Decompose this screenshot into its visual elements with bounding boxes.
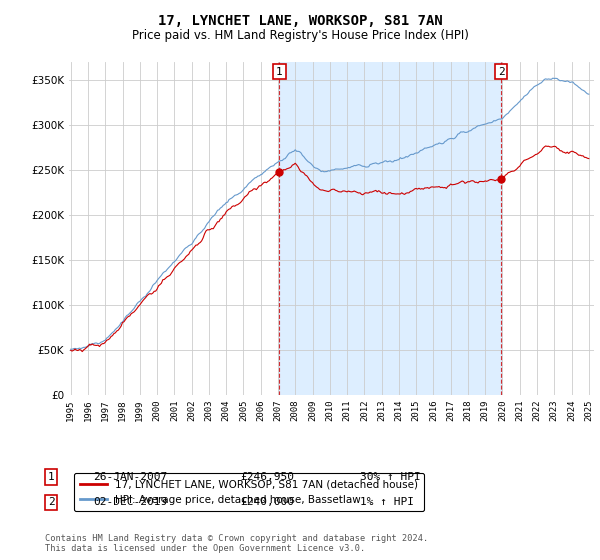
Text: 2: 2 [497, 67, 505, 77]
Legend: 17, LYNCHET LANE, WORKSOP, S81 7AN (detached house), HPI: Average price, detache: 17, LYNCHET LANE, WORKSOP, S81 7AN (deta… [74, 473, 424, 511]
Text: 30% ↑ HPI: 30% ↑ HPI [360, 472, 421, 482]
Text: 1: 1 [47, 472, 55, 482]
Text: 02-DEC-2019: 02-DEC-2019 [93, 497, 167, 507]
Bar [280, 62, 501, 395]
Text: 17, LYNCHET LANE, WORKSOP, S81 7AN: 17, LYNCHET LANE, WORKSOP, S81 7AN [158, 14, 442, 28]
Text: Price paid vs. HM Land Registry's House Price Index (HPI): Price paid vs. HM Land Registry's House … [131, 29, 469, 42]
Text: 1% ↑ HPI: 1% ↑ HPI [360, 497, 414, 507]
Text: £240,000: £240,000 [240, 497, 294, 507]
Text: 2: 2 [47, 497, 55, 507]
Text: 1: 1 [276, 67, 283, 77]
Text: £246,950: £246,950 [240, 472, 294, 482]
Text: 26-JAN-2007: 26-JAN-2007 [93, 472, 167, 482]
Text: Contains HM Land Registry data © Crown copyright and database right 2024.
This d: Contains HM Land Registry data © Crown c… [45, 534, 428, 553]
